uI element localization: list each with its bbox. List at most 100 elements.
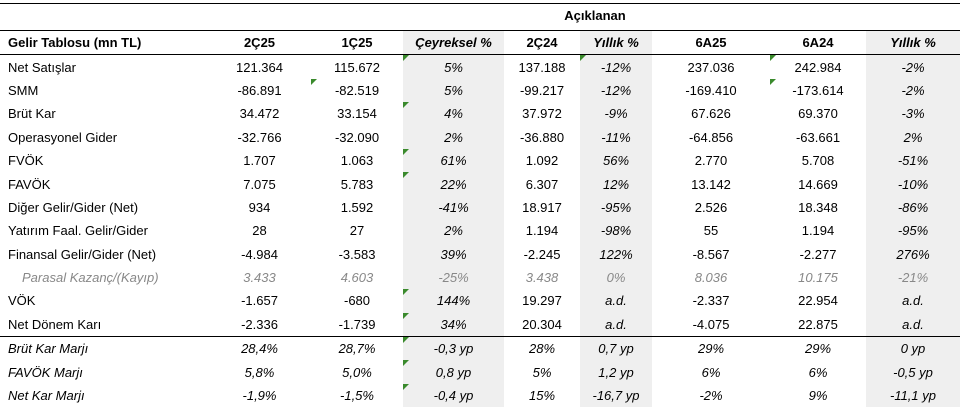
table-cell: 28% — [504, 336, 580, 361]
table-cell: 1.194 — [801, 223, 835, 239]
table-cell: 2.526 — [694, 199, 728, 215]
table-cell: -36.880 — [519, 129, 565, 145]
table-row: Brüt Kar Marjı 28,4% 28,7% -0,3 yp 28% 0,7 yp… — [0, 336, 960, 361]
table-cell: 0 yp — [866, 336, 960, 361]
table-cell: 27 — [349, 223, 365, 239]
table-cell: 14.669 — [798, 176, 838, 192]
table-cell: 18.917 — [522, 199, 562, 215]
column-header: 6A24 — [770, 29, 866, 56]
table-cell: 6% — [701, 364, 721, 380]
row-label: Operasyonel Gider — [8, 129, 118, 145]
table-cell: 2% — [403, 219, 504, 243]
row-label: FAVÖK Marjı — [8, 364, 83, 380]
table-row: SMM -86.891 -82.519 5% -99.217 -12% -169.410 -1… — [0, 78, 960, 103]
table-cell: -1,5% — [340, 388, 374, 404]
table-cell: -11% — [580, 125, 652, 149]
table-row: Brüt Kar 34.472 33.154 4% 37.972 -9% 67.626 69.… — [0, 102, 960, 126]
income-statement-table: Gelir Tablosu (mn TL) 2Ç25 1Ç25 Çeyrekse… — [0, 29, 960, 407]
row-label: Net Dönem Karı — [8, 316, 102, 332]
table-cell: 5.783 — [340, 176, 374, 192]
row-label: Yatırım Faal. Gelir/Gider — [8, 223, 148, 239]
table-cell: 144% — [403, 289, 504, 313]
header-row: Gelir Tablosu (mn TL) 2Ç25 1Ç25 Çeyrekse… — [0, 29, 960, 56]
table-cell: -8.567 — [692, 246, 730, 262]
column-header: Çeyreksel % — [403, 29, 504, 56]
table-cell: 4.603 — [340, 270, 374, 286]
table-cell: 10.175 — [798, 270, 838, 286]
table-cell: 56% — [580, 148, 652, 173]
table-cell: 12% — [580, 172, 652, 196]
table-cell: 0,8 yp — [403, 360, 504, 384]
table-cell: -2% — [866, 78, 960, 103]
table-cell: -32.090 — [334, 129, 380, 145]
table-cell: 55 — [703, 223, 719, 239]
table-cell: -1,9% — [242, 388, 277, 404]
table-cell: 18.348 — [798, 199, 838, 215]
row-label: VÖK — [8, 293, 36, 309]
table-cell: -0,3 yp — [403, 336, 504, 361]
table-cell: -169.410 — [685, 82, 737, 98]
table-cell: -25% — [403, 265, 504, 290]
table-cell: 37.972 — [522, 106, 562, 122]
table-cell: 3.438 — [525, 270, 559, 286]
table-cell: 8.036 — [694, 270, 728, 286]
table-cell: 1,2 yp — [580, 360, 652, 384]
row-label: Net Kar Marjı — [8, 388, 85, 404]
table-cell: 0% — [580, 265, 652, 290]
table-cell: 22.954 — [798, 293, 838, 309]
table-cell: a.d. — [580, 289, 652, 313]
table-cell: 1.592 — [340, 199, 374, 215]
table-cell: -16,7 yp — [580, 383, 652, 407]
table-cell: -4.984 — [241, 246, 278, 262]
table-row: Parasal Kazanç/(Kayıp) 3.433 4.603 -25% 3.43… — [0, 265, 960, 290]
table-cell: -3% — [866, 102, 960, 126]
table-cell: a.d. — [866, 312, 960, 337]
table-row: Net Satışlar 121.364 115.672 5% 137.188 -12% 2… — [0, 54, 960, 79]
table-cell: 2.770 — [694, 153, 728, 169]
table-cell: -99.217 — [519, 82, 565, 98]
table-cell: -32.766 — [237, 129, 282, 145]
table-cell: 15% — [528, 388, 556, 404]
row-label: Brüt Kar — [8, 106, 56, 122]
table-cell: 7.075 — [243, 176, 276, 192]
table-cell: 34% — [403, 312, 504, 337]
table-cell: -2.245 — [523, 246, 561, 262]
table-cell: 22% — [403, 172, 504, 196]
table-cell: -10% — [866, 172, 960, 196]
table-row: Operasyonel Gider -32.766 -32.090 2% -36.880… — [0, 125, 960, 149]
table-row: VÖK -1.657 -680 144% 19.297 a.d. -2.337 22.954 a… — [0, 289, 960, 313]
table-cell: -1.657 — [241, 293, 278, 309]
table-cell: 5.708 — [801, 153, 835, 169]
table-cell: 1.194 — [525, 223, 559, 239]
row-label: Net Satışlar — [8, 59, 76, 75]
table-cell: -95% — [580, 195, 652, 220]
table-cell: -2% — [699, 388, 723, 404]
table-cell: 1.063 — [340, 153, 374, 169]
table-row: Net Dönem Karı -2.336 -1.739 34% 20.304 a.d. -… — [0, 312, 960, 337]
table-cell: 276% — [866, 242, 960, 266]
table-cell: -2.277 — [799, 246, 837, 262]
table-cell: -173.614 — [770, 78, 866, 102]
table-cell: 28 — [252, 223, 267, 239]
table-cell: 4% — [403, 102, 504, 126]
table-row: FAVÖK 7.075 5.783 22% 6.307 12% 13.142 14.669 -1… — [0, 172, 960, 196]
table-cell: 13.142 — [691, 176, 731, 192]
table-cell: 5% — [532, 364, 552, 380]
table-row: Yatırım Faal. Gelir/Gider 28 27 2% 1.194 -98%… — [0, 219, 960, 243]
table-cell: -41% — [403, 195, 504, 220]
table-cell: 61% — [403, 148, 504, 173]
table-row: FAVÖK Marjı 5,8% 5,0% 0,8 yp 5% 1,2 yp 6% 6% -0,… — [0, 360, 960, 384]
table-cell: -2% — [866, 54, 960, 79]
table-cell: -86% — [866, 195, 960, 220]
table-cell: -12% — [580, 54, 652, 79]
top-rule — [0, 3, 960, 4]
table-cell: 20.304 — [522, 316, 562, 332]
table-cell: 237.036 — [687, 59, 735, 75]
table-row: Diğer Gelir/Gider (Net) 934 1.592 -41% 18.91… — [0, 195, 960, 220]
table-cell: -64.856 — [688, 129, 734, 145]
table-cell: 5,0% — [342, 364, 372, 380]
table-cell: -82.519 — [311, 78, 403, 102]
table-cell: 69.370 — [798, 106, 838, 122]
table-cell: 29% — [652, 336, 770, 361]
table-cell: -0,5 yp — [866, 360, 960, 384]
